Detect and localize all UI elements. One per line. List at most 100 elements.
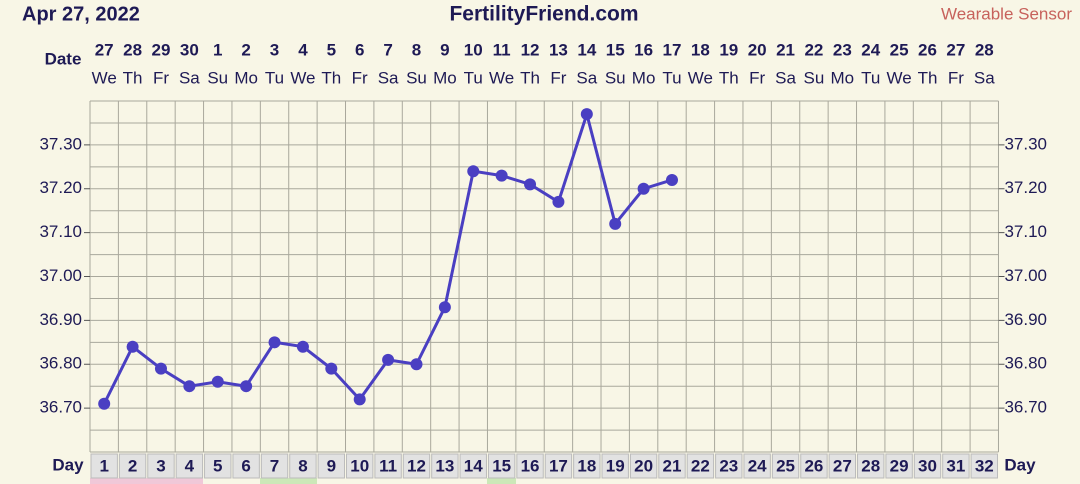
marker [90,478,203,484]
x-tick-label: 5 [213,456,222,475]
x-tick-label: 16 [521,456,540,475]
date-number: 26 [918,40,937,59]
y-tick-label: 37.20 [1004,178,1047,197]
weekday: Th [123,68,143,87]
date-number: 5 [327,40,336,59]
day-cell [601,453,629,479]
weekday: Fr [948,68,964,87]
day-cell [573,453,601,479]
date-number: 25 [890,40,909,59]
temp-point [552,195,565,208]
day-cell [374,453,402,479]
temp-point [410,358,423,371]
day-cell [686,453,715,479]
x-tick-label: 8 [298,456,307,475]
date-number: 10 [464,40,483,59]
day-cell [629,453,658,479]
day-cell [658,453,686,479]
date-number: 2 [241,40,250,59]
x-tick-label: 30 [918,456,937,475]
y-tick-label: 36.70 [39,398,82,417]
x-tick-label: 20 [634,456,653,475]
x-tick-label: 11 [379,456,397,475]
day-cell [544,453,573,479]
temp-point [438,301,451,314]
weekday: We [688,68,713,87]
date-number: 18 [691,40,710,59]
x-tick-label: 6 [241,456,250,475]
day-cell [913,453,942,479]
day-cell [942,453,970,479]
day-cell [289,453,317,479]
weekday: Th [719,68,739,87]
x-tick-label: 2 [128,456,137,475]
day-cell [147,453,175,479]
y-tick-label: 37.30 [1004,134,1047,153]
weekday: Sa [775,68,796,87]
day-cell [402,453,431,479]
weekday: Sa [576,68,597,87]
date-number: 13 [549,40,568,59]
weekday: Fr [153,68,169,87]
y-tick-label: 36.90 [39,310,82,329]
date-number: 4 [298,40,308,59]
date-number: 14 [577,40,596,59]
chart-date: Apr 27, 2022 [22,3,140,25]
temp-point [665,173,678,186]
date-number: 27 [946,40,965,59]
temp-point [240,380,253,393]
weekday: We [887,68,912,87]
y-tick-label: 37.00 [39,266,82,285]
date-number: 15 [606,40,625,59]
date-number: 1 [213,40,222,59]
temp-point [609,217,622,230]
date-number: 11 [493,40,511,59]
weekday: Sa [378,68,399,87]
temp-point [325,362,338,375]
x-tick-label: 13 [435,456,454,475]
day-cell [516,453,544,479]
temp-point [580,108,593,121]
date-number: 8 [412,40,421,59]
day-cell [118,453,147,479]
x-tick-label: 9 [327,456,336,475]
day-cell [715,453,743,479]
x-tick-label: 21 [663,456,682,475]
x-tick-label: 26 [804,456,823,475]
day-label: Day [1004,455,1036,474]
day-cell [857,453,885,479]
x-tick-label: 17 [549,456,568,475]
day-cell [771,453,800,479]
date-number: 7 [383,40,392,59]
temp-point [98,397,111,410]
temp-point [126,340,139,353]
x-tick-label: 15 [492,456,511,475]
x-tick-label: 10 [350,456,369,475]
x-tick-label: 18 [577,456,596,475]
marker [487,478,516,484]
x-tick-label: 31 [946,456,965,475]
day-cell [828,453,857,479]
x-tick-label: 27 [833,456,852,475]
temp-point [467,165,480,178]
y-tick-label: 37.10 [1004,222,1047,241]
x-tick-label: 32 [975,456,994,475]
weekday: Fr [550,68,566,87]
weekday: Tu [265,68,284,87]
weekday: Su [804,68,825,87]
weekday: Mo [831,68,855,87]
day-cell [970,453,998,479]
weekday: Mo [234,68,258,87]
weekday: Fr [352,68,368,87]
date-number: 24 [861,40,880,59]
y-tick-label: 37.00 [1004,266,1047,285]
weekday: We [489,68,514,87]
y-tick-label: 36.70 [1004,398,1047,417]
day-cell [346,453,374,479]
site-name: FertilityFriend.com [449,3,638,26]
date-number: 28 [123,40,142,59]
x-tick-label: 29 [890,456,909,475]
x-tick-label: 14 [464,456,483,475]
x-tick-label: 23 [719,456,738,475]
